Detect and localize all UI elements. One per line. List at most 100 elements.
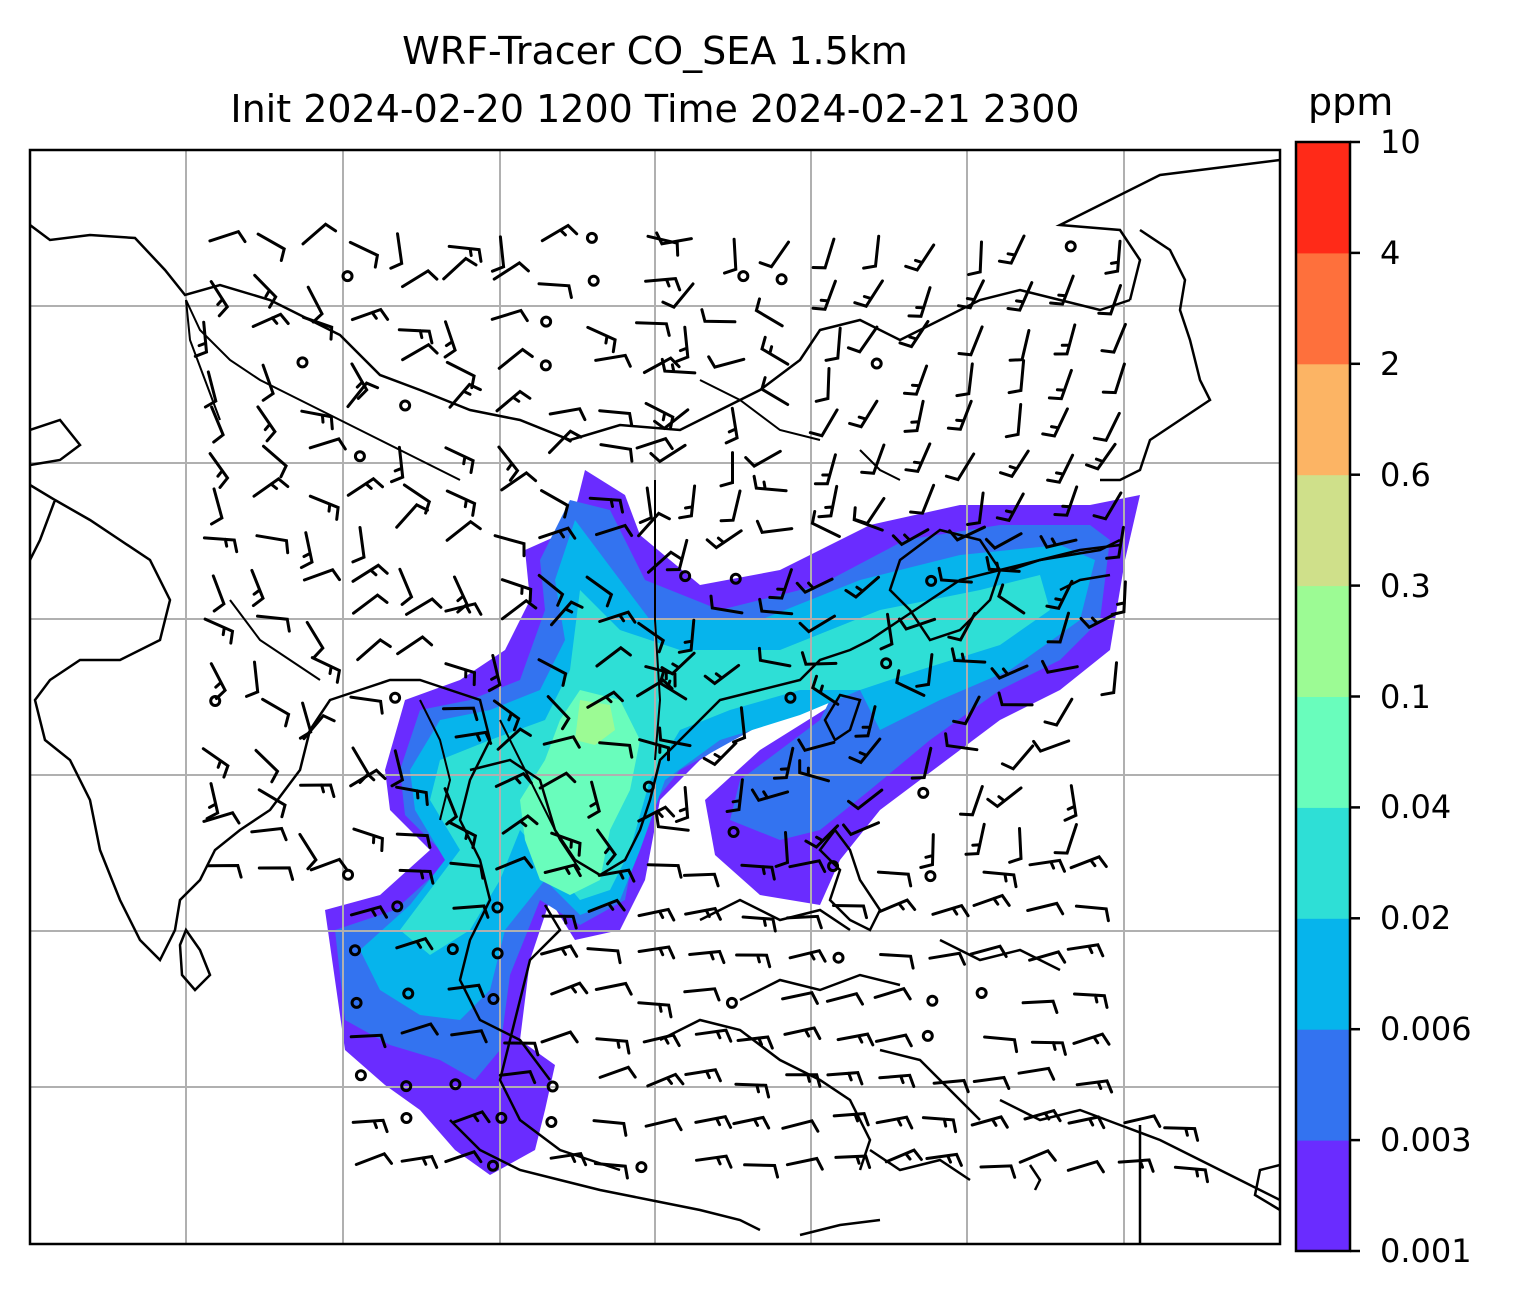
wind-barb [494,771,533,788]
calm-marker [725,996,738,1009]
wind-barb [755,519,794,535]
wind-barb [644,1117,683,1132]
wind-barb [800,651,838,666]
calm-marker [679,570,692,583]
calm-marker [925,574,938,587]
wind-barb [1039,535,1078,549]
wind-barb [261,363,275,402]
wind-barb [493,534,526,558]
wind-barb [598,610,637,624]
wind-barb [982,870,1018,889]
wind-barb [586,325,617,354]
wind-barb [707,355,746,369]
wind-barb [985,556,1021,573]
wind-barb [256,232,286,262]
wind-barb [205,782,220,821]
wind-barb [644,277,682,292]
wind-barb [546,695,571,731]
wind-barb [257,788,287,819]
country-borders [185,299,901,871]
wind-barb [588,496,624,514]
wind-barb [810,510,841,538]
wind-barb [744,449,782,468]
colorbar-tick-label: 0.1 [1380,677,1431,716]
wind-barb [944,452,976,482]
wind-barb [252,477,290,498]
wind-barb [250,826,288,842]
wind-barb [931,903,970,918]
calm-marker [487,993,500,1006]
wind-barb [1049,274,1075,306]
wind-barb [349,695,384,715]
wind-barb [398,868,435,885]
wind-barb [452,1110,491,1124]
wind-barb [832,1112,870,1127]
wind-barb [1066,943,1105,958]
grid-lines [30,150,1280,1244]
wind-barb [543,863,582,878]
wind-barb [308,437,347,451]
wind-barb [655,813,690,832]
calm-marker [545,1115,558,1128]
colorbar-segment [1296,1029,1350,1141]
wind-barb [1017,1066,1056,1081]
calm-marker [446,943,459,956]
wind-barb [585,575,614,608]
calm-marker [585,231,598,244]
wind-barb [702,741,738,767]
wind-barb [1028,950,1067,964]
wind-barb [957,325,984,357]
wind-barb [904,243,936,272]
wind-barb [211,574,226,613]
wind-barb [997,691,1034,707]
calm-marker [870,357,883,370]
wind-barb [540,944,579,958]
calm-marker [737,270,750,283]
wind-barb [904,442,932,474]
wind-barb [1028,858,1066,873]
wind-barb [447,983,485,998]
wind-barb [594,353,632,368]
wind-barb [1045,579,1074,610]
wind-barb [814,367,831,403]
wind-barb [695,1154,733,1169]
wind-barb [884,1148,923,1164]
wind-barb [846,325,879,354]
calm-marker [540,315,553,328]
wind-barb [1000,744,1035,771]
wind-barb [1100,322,1127,354]
wind-barb [786,914,823,930]
wind-barb [808,408,839,438]
tracer-plume [325,470,1140,1175]
wind-barb [352,593,389,615]
wind-barb [348,240,380,269]
wind-barb [445,360,476,390]
wind-barb [709,594,744,615]
wind-barb [1008,827,1023,864]
wind-barb [210,487,224,526]
wind-barb [203,617,235,645]
wind-barb [637,805,676,823]
wind-barb [1041,659,1079,674]
wind-barb [587,780,601,819]
wind-barb [400,1022,439,1036]
wind-barb [305,620,325,659]
wind-barb [700,308,737,324]
wind-barb [658,726,692,748]
wind-barb [957,279,985,310]
calm-marker [342,868,355,881]
wind-barb [635,436,674,451]
wind-barb [997,583,1026,615]
calm-marker [350,996,363,1009]
wind-barb [351,526,366,564]
wind-barb [443,320,457,359]
wind-barb [661,282,695,309]
wind-barb [256,405,277,443]
wind-barb [683,987,721,1002]
wind-barb [1069,854,1108,870]
wind-barb [694,1028,733,1043]
wind-barb [210,405,225,444]
wind-barb [309,857,348,872]
wind-barb [444,1150,483,1164]
wind-barbs [193,222,1209,1184]
